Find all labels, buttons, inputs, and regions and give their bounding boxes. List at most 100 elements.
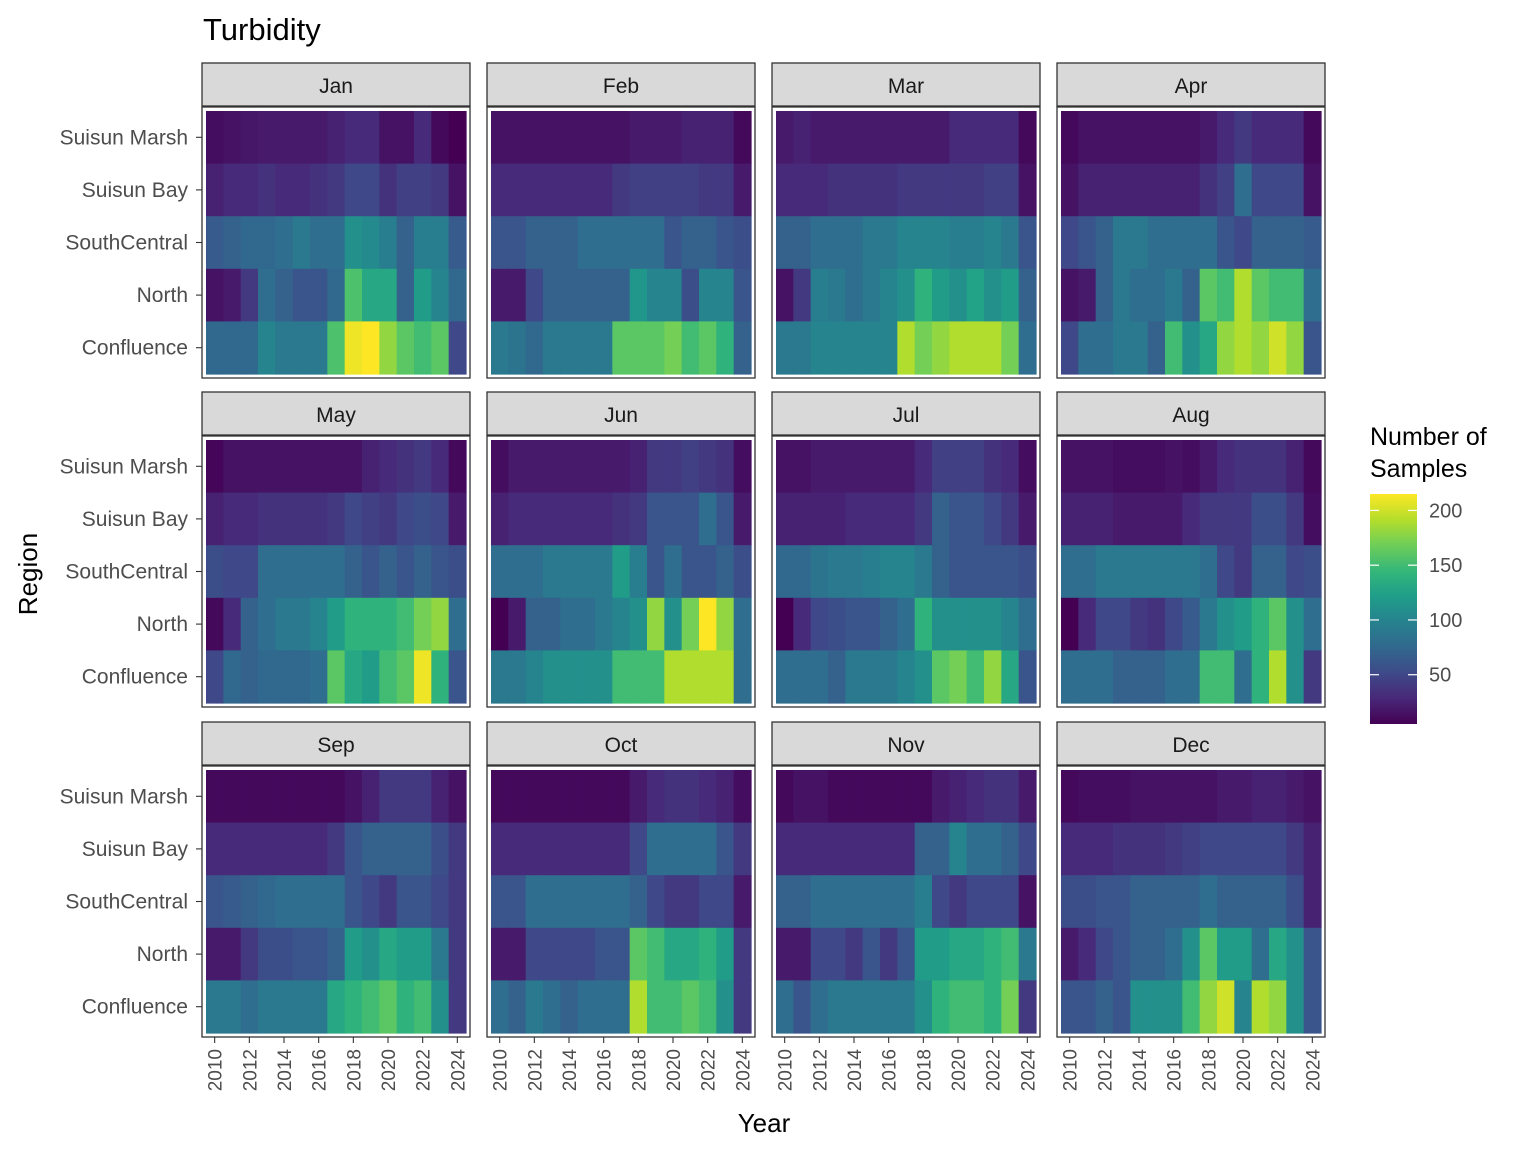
heatmap-cell: [577, 216, 596, 270]
heatmap-cell: [932, 321, 950, 375]
panel-sep: Sep Suisun Marsh Suisun Bay SouthCentral Nor…: [60, 721, 471, 1091]
heatmap-cell: [612, 927, 631, 981]
heatmap-cell: [577, 927, 596, 981]
heatmap-cell: [966, 268, 985, 322]
heatmap-cell: [327, 268, 346, 322]
heatmap-cell: [1269, 216, 1287, 270]
heatmap-cell: [448, 268, 467, 322]
heatmap-cell: [1217, 927, 1235, 981]
heatmap-cell: [414, 822, 432, 876]
heatmap-cell: [1001, 216, 1020, 270]
heatmap-cell: [1078, 321, 1097, 375]
legend-title-line1: Number of: [1370, 423, 1487, 451]
heatmap-cell: [1199, 440, 1218, 494]
heatmap-cell: [699, 111, 717, 165]
heatmap-cell: [258, 927, 276, 981]
heatmap-cell: [716, 492, 735, 546]
heatmap-cell: [880, 770, 898, 824]
heatmap-cell: [949, 980, 968, 1034]
heatmap-cell: [949, 111, 968, 165]
heatmap-cell: [932, 770, 950, 824]
heatmap-cell: [1078, 440, 1097, 494]
heatmap-cell: [379, 650, 398, 704]
heatmap-cell: [914, 111, 933, 165]
heatmap-cell: [776, 980, 794, 1034]
heatmap-cell: [897, 268, 916, 322]
heatmap-cell: [525, 927, 544, 981]
heatmap-cell: [612, 163, 631, 217]
heatmap-cell: [681, 980, 700, 1034]
heatmap-cell: [310, 440, 328, 494]
heatmap-cell: [647, 545, 665, 599]
heatmap-cell: [716, 875, 735, 929]
heatmap-cell: [396, 268, 415, 322]
heatmap-cell: [932, 216, 950, 270]
heatmap-cell: [560, 216, 579, 270]
heatmap-cell: [206, 597, 224, 651]
heatmap-cell: [1095, 597, 1114, 651]
heatmap-cell: [362, 597, 380, 651]
heatmap-cell: [612, 492, 631, 546]
heatmap-cell: [414, 492, 432, 546]
heatmap-cell: [595, 770, 613, 824]
heatmap-cell: [223, 650, 242, 704]
heatmap-cell: [362, 216, 380, 270]
year-tick-label: 2024: [1303, 1049, 1324, 1092]
heatmap-cell: [543, 597, 561, 651]
heatmap-cell: [431, 111, 450, 165]
heatmap-cell: [258, 980, 276, 1034]
heatmap-cell: [525, 770, 544, 824]
heatmap-cell: [1217, 440, 1235, 494]
year-tick-label: 2018: [1199, 1049, 1220, 1091]
heatmap-cell: [491, 597, 509, 651]
heatmap-cell: [647, 927, 665, 981]
heatmap-cell: [1130, 980, 1149, 1034]
heatmap-cell: [1199, 545, 1218, 599]
heatmap-cell: [1303, 111, 1322, 165]
heatmap-cell: [275, 822, 294, 876]
heatmap-cell: [1251, 321, 1270, 375]
heatmap-cell: [206, 822, 224, 876]
heatmap-cell: [733, 492, 752, 546]
heatmap-cell: [1286, 770, 1305, 824]
heatmap-cell: [362, 875, 380, 929]
panel-border: [1056, 106, 1326, 379]
heatmap-cell: [1251, 770, 1270, 824]
facet-panels: Jan Suisun Marsh Suisun Bay SouthCentral Nor…: [60, 62, 1326, 1092]
heatmap-cell: [629, 980, 648, 1034]
panel-strip: [486, 62, 756, 107]
heatmap-cell: [525, 650, 544, 704]
heatmap-cell: [1018, 875, 1037, 929]
heatmap-cell: [206, 321, 224, 375]
heatmap-cell: [525, 321, 544, 375]
heatmap-cell: [880, 650, 898, 704]
heatmap-cell: [949, 650, 968, 704]
heatmap-cell: [292, 440, 311, 494]
heatmap-cell: [543, 822, 561, 876]
heatmap-cell: [681, 216, 700, 270]
heatmap-cell: [733, 111, 752, 165]
heatmap-cell: [1147, 268, 1166, 322]
heatmap-cell: [914, 980, 933, 1034]
y-axis-title: Region: [13, 533, 43, 615]
heatmap-cell: [1078, 268, 1097, 322]
heatmap-cell: [845, 111, 864, 165]
heatmap-cell: [448, 163, 467, 217]
heatmap-cell: [362, 650, 380, 704]
heatmap-cell: [681, 822, 700, 876]
heatmap-cell: [1018, 492, 1037, 546]
heatmap-cell: [275, 545, 294, 599]
heatmap-cell: [845, 268, 864, 322]
heatmap-cell: [1165, 875, 1183, 929]
heatmap-cell: [525, 875, 544, 929]
heatmap-cell: [1303, 492, 1322, 546]
heatmap-cell: [1234, 163, 1253, 217]
heatmap-cell: [1001, 927, 1020, 981]
heatmap-cell: [699, 163, 717, 217]
heatmap-cell: [223, 321, 242, 375]
heatmap-cell: [1078, 927, 1097, 981]
heatmap-cell: [240, 927, 259, 981]
heatmap-cell: [379, 492, 398, 546]
heatmap-cell: [379, 216, 398, 270]
heatmap-cell: [1303, 650, 1322, 704]
